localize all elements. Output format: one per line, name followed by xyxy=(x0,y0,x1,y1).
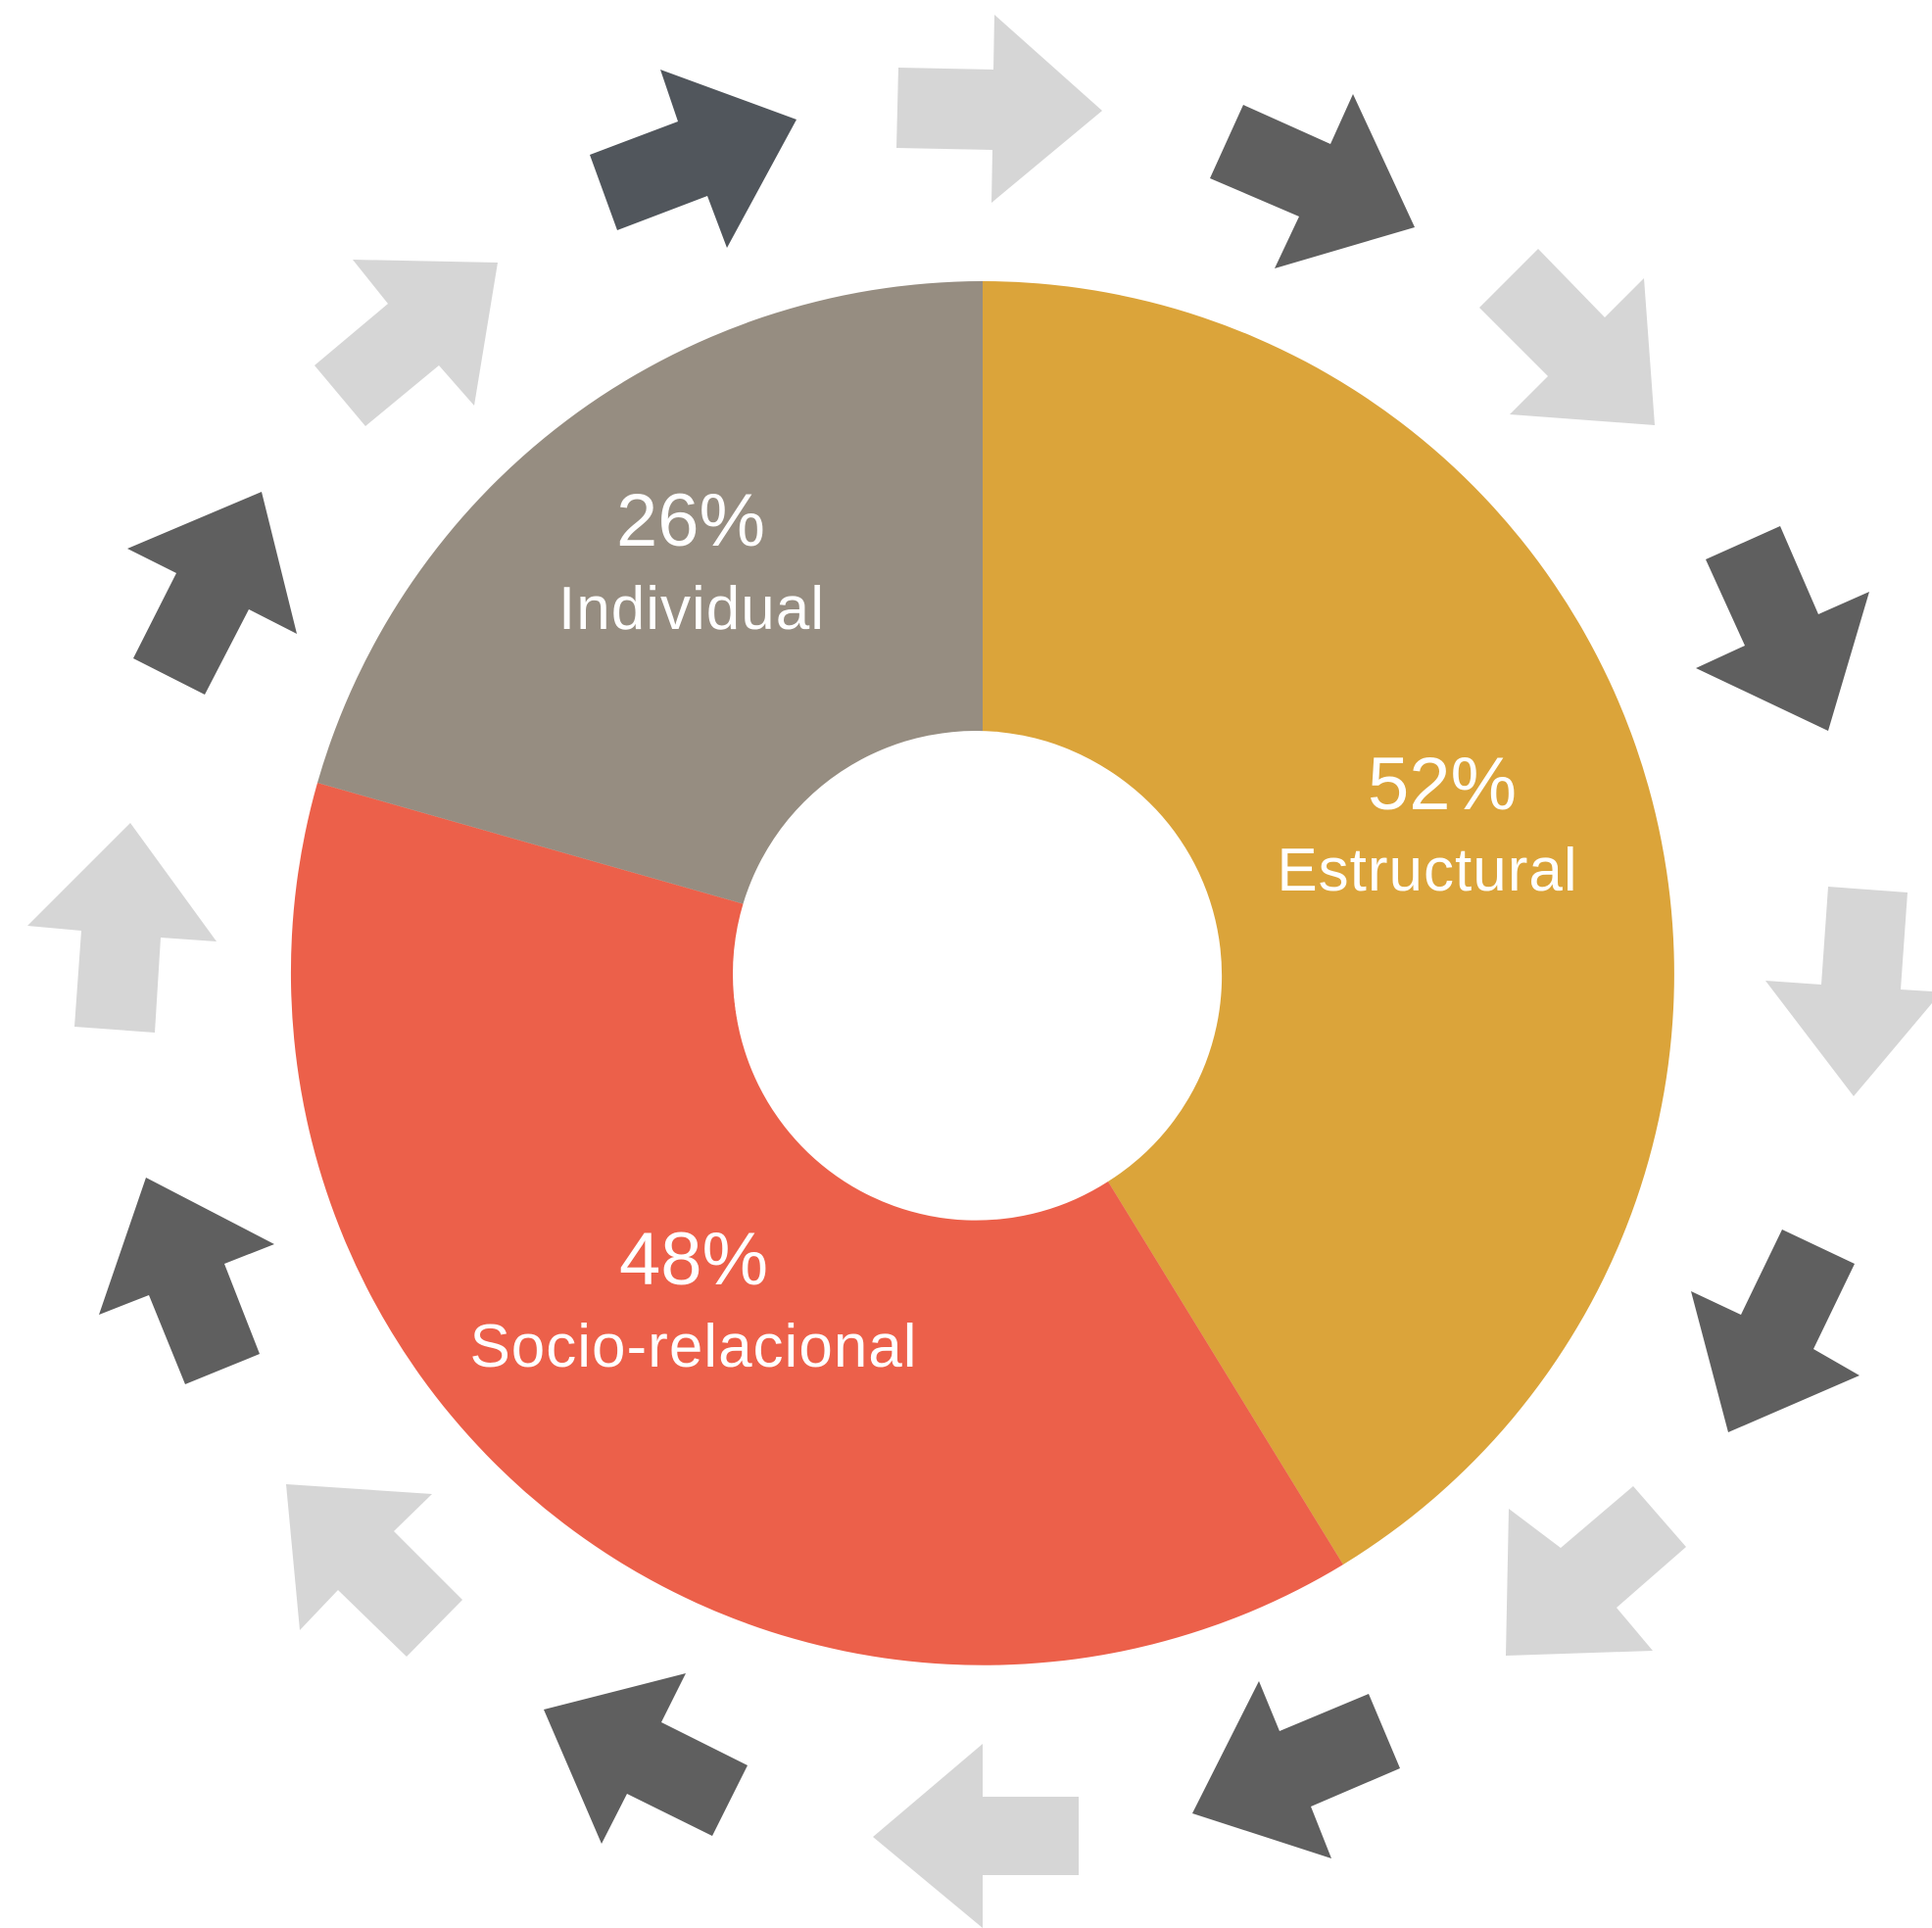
slice-category-label: Estructural xyxy=(1277,837,1577,904)
slice-value-label: 26% xyxy=(616,479,765,562)
slice-socio-relacional xyxy=(290,783,1344,1665)
donut-slices xyxy=(290,281,1674,1665)
arrow-icon xyxy=(286,1484,462,1657)
slice-value-label: 52% xyxy=(1368,743,1517,826)
arrow-icon xyxy=(1192,1681,1400,1858)
arrow-icon xyxy=(127,492,297,695)
arrow-icon xyxy=(896,15,1102,203)
slice-estructural xyxy=(983,281,1674,1565)
arrow-icon xyxy=(544,1673,748,1844)
arrow-icon xyxy=(1691,1229,1860,1432)
arrow-ring xyxy=(27,15,1932,1928)
arrow-icon xyxy=(1479,249,1655,425)
arrow-icon xyxy=(1506,1486,1686,1656)
slice-category-label: Socio-relacional xyxy=(469,1313,917,1380)
arrow-icon xyxy=(873,1744,1079,1928)
arrow-icon xyxy=(314,260,498,426)
slice-value-label: 48% xyxy=(619,1218,768,1301)
arrow-icon xyxy=(1696,526,1869,731)
arrow-icon xyxy=(1210,94,1415,268)
arrow-icon xyxy=(99,1178,274,1384)
donut-hole xyxy=(733,731,1219,1217)
slice-category-label: Individual xyxy=(558,575,825,643)
arrow-icon xyxy=(590,70,797,248)
arrow-icon xyxy=(1765,887,1932,1096)
arrow-icon xyxy=(27,823,217,1033)
slice-individual xyxy=(317,281,983,904)
data-labels: 52% Estructural 48% Socio-relacional 26%… xyxy=(469,479,1577,1380)
